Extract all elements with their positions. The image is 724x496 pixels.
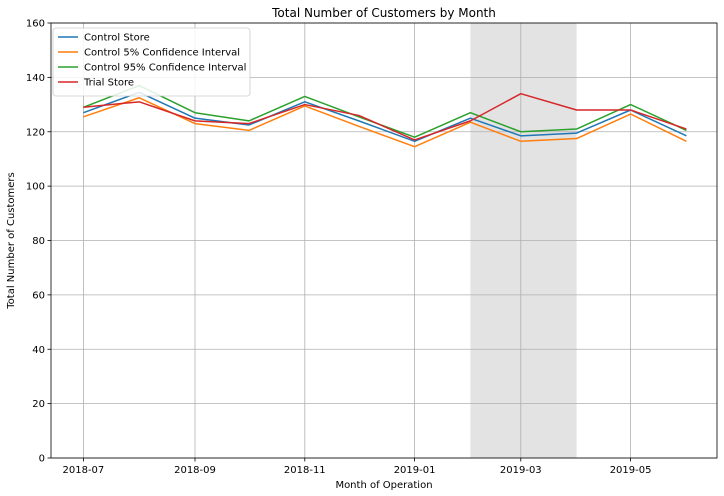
- y-tick-label: 0: [39, 454, 45, 465]
- y-axis-title: Total Number of Customers: [6, 172, 17, 309]
- x-tick-label: 2018-07: [63, 465, 105, 476]
- series-lines: [83, 84, 687, 148]
- legend-label: Control Store: [84, 33, 150, 44]
- series-line-2: [83, 97, 687, 148]
- legend-label: Control 5% Confidence Interval: [84, 48, 240, 59]
- legend-label: Control 95% Confidence Interval: [84, 63, 246, 74]
- x-tick-label: 2019-05: [610, 465, 652, 476]
- x-tick-label: 2019-01: [394, 465, 436, 476]
- y-tick-label: 40: [32, 345, 45, 356]
- y-tick-label: 80: [32, 236, 45, 247]
- x-axis-ticks: 2018-07 2018-09 2018-11 2019-01 2019-03 2019-…: [63, 458, 652, 476]
- legend: Control Store Control 5% Confidence Inter…: [52, 27, 251, 97]
- y-tick-label: 100: [26, 182, 45, 193]
- legend-label: Trial Store: [83, 78, 134, 89]
- x-tick-label: 2019-03: [500, 465, 542, 476]
- y-tick-label: 160: [26, 19, 45, 30]
- y-tick-label: 120: [26, 127, 45, 138]
- y-tick-label: 60: [32, 290, 45, 301]
- series-line-1: [83, 91, 687, 143]
- y-axis-ticks: 0 20 40 60 80 100 120 140 160: [26, 19, 51, 465]
- chart-title: Total Number of Customers by Month: [271, 6, 496, 20]
- x-axis-title: Month of Operation: [335, 480, 432, 491]
- legend-box: [52, 27, 251, 97]
- series-line-4: [83, 92, 687, 141]
- y-tick-label: 20: [32, 399, 45, 410]
- x-tick-label: 2018-11: [284, 465, 326, 476]
- x-tick-label: 2018-09: [174, 465, 216, 476]
- y-tick-label: 140: [26, 73, 45, 84]
